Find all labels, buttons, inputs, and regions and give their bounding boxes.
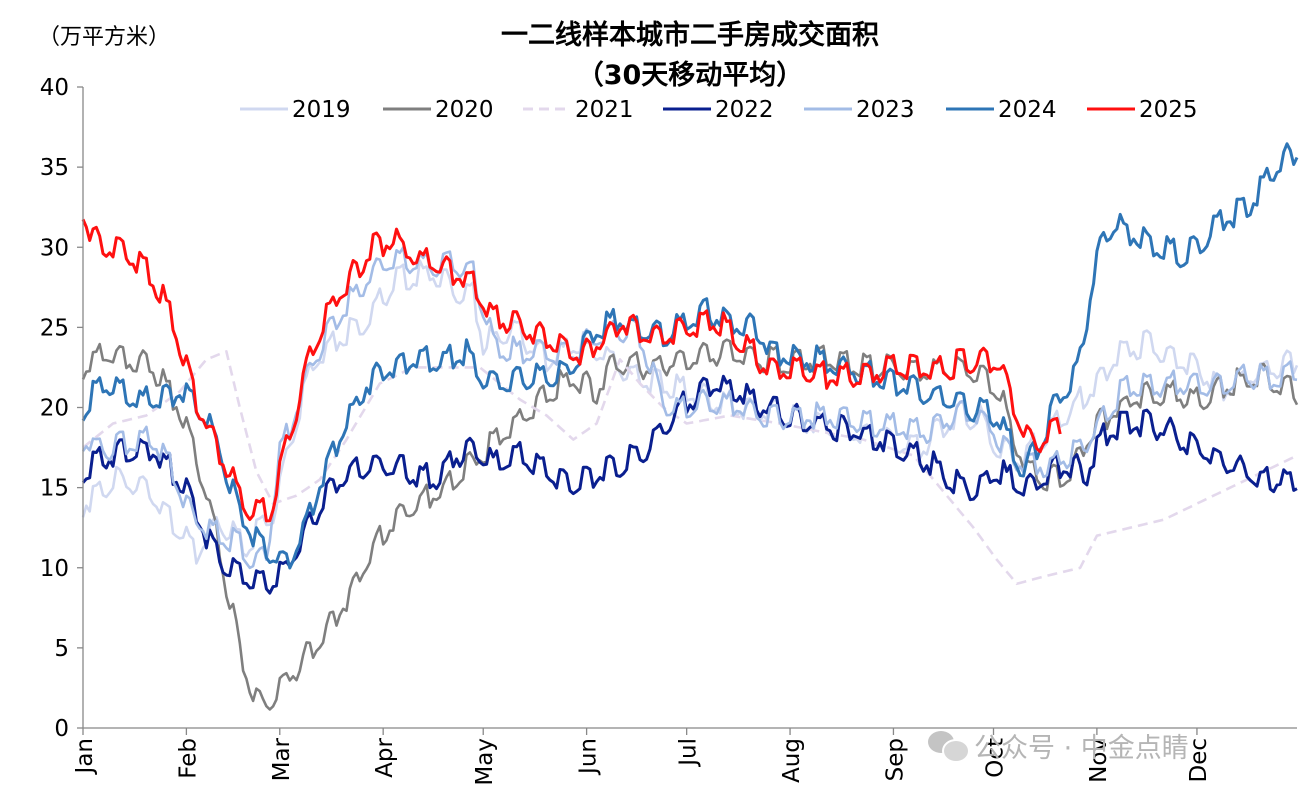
chart-subtitle: （30天移动平均） bbox=[577, 60, 804, 91]
legend-label: 2025 bbox=[1139, 97, 1198, 123]
legend-item-2019: 2019 bbox=[240, 97, 351, 123]
x-tick-label: Apr bbox=[372, 737, 398, 777]
x-tick-label: May bbox=[472, 738, 498, 786]
legend-label: 2021 bbox=[575, 97, 634, 123]
series-line-2022 bbox=[81, 374, 1298, 595]
y-tick-label: 30 bbox=[40, 235, 69, 261]
legend: 2019 2020 2021 2022 2023 2024 2025 bbox=[240, 97, 1198, 123]
series-line-2025 bbox=[81, 218, 1062, 523]
y-tick-label: 15 bbox=[40, 476, 69, 502]
legend-item-2022: 2022 bbox=[663, 97, 774, 123]
legend-label: 2024 bbox=[998, 97, 1057, 123]
series-line-2021 bbox=[82, 350, 1298, 586]
legend-label: 2020 bbox=[435, 97, 494, 123]
legend-item-2023: 2023 bbox=[804, 97, 915, 123]
x-tick-label: Dec bbox=[1186, 738, 1212, 783]
legend-item-2020: 2020 bbox=[383, 97, 494, 123]
x-tick-label: Jul bbox=[676, 738, 702, 768]
x-tick-label: Oct bbox=[983, 738, 1009, 778]
x-tick-label: Nov bbox=[1086, 738, 1112, 783]
legend-label: 2023 bbox=[856, 97, 915, 123]
watermark-text: 公众号 · 中金点睛 bbox=[974, 733, 1189, 764]
legend-item-2021: 2021 bbox=[523, 97, 634, 123]
y-tick-label: 10 bbox=[40, 556, 69, 582]
wechat-icon bbox=[928, 729, 970, 763]
x-tick-label: Feb bbox=[175, 738, 201, 779]
y-tick-label: 5 bbox=[54, 636, 69, 662]
legend-label: 2022 bbox=[715, 97, 774, 123]
legend-item-2024: 2024 bbox=[946, 97, 1057, 123]
series-line-2023 bbox=[81, 246, 1298, 570]
x-tick-label: Sep bbox=[882, 738, 908, 781]
y-tick-label: 25 bbox=[40, 315, 69, 341]
y-axis-unit-label: （万平方米） bbox=[38, 25, 170, 50]
x-tick-label: Mar bbox=[269, 737, 295, 781]
x-tick-label: Jan bbox=[72, 738, 98, 775]
y-tick-label: 20 bbox=[40, 396, 69, 422]
legend-label: 2019 bbox=[292, 97, 351, 123]
legend-item-2025: 2025 bbox=[1087, 97, 1198, 123]
series-line-2019 bbox=[81, 259, 1299, 565]
x-tick-label: Jun bbox=[576, 738, 602, 776]
y-tick-label: 0 bbox=[54, 716, 69, 742]
y-tick-label: 35 bbox=[40, 155, 69, 181]
watermark: 公众号 · 中金点睛 bbox=[928, 726, 1189, 765]
y-tick-label: 40 bbox=[40, 75, 69, 101]
series-line-2024 bbox=[81, 142, 1299, 570]
chart-title: 一二线样本城市二手房成交面积 bbox=[501, 19, 879, 51]
x-tick-label: Aug bbox=[779, 738, 805, 783]
plot-area bbox=[81, 142, 1299, 711]
